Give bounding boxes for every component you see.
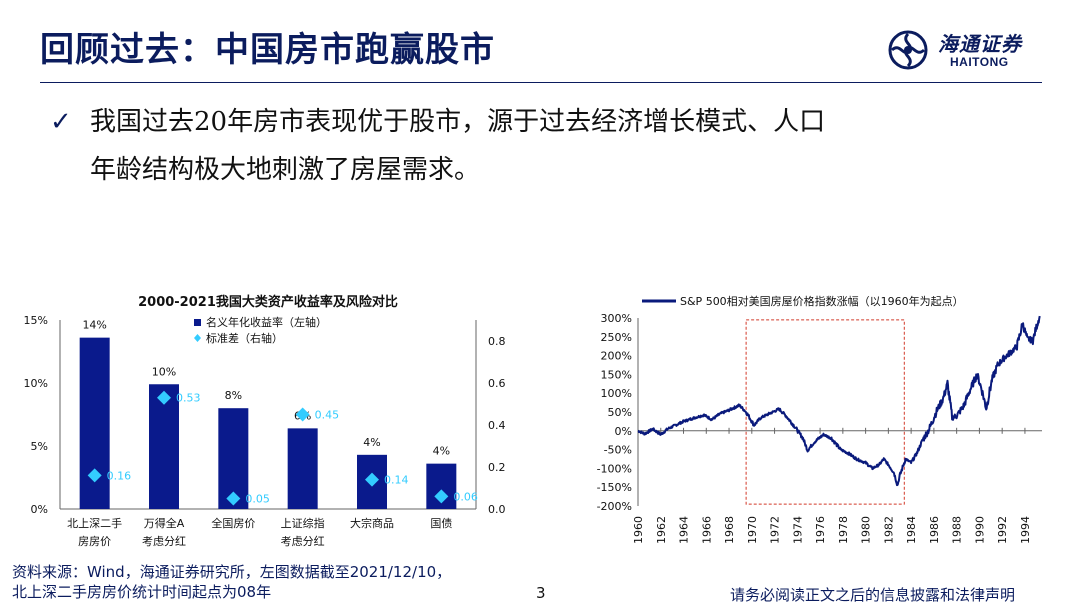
x-category-label: 全国房价	[211, 516, 255, 530]
marker-data-label: 0.06	[453, 490, 478, 503]
haitong-logo-icon	[888, 30, 928, 70]
x-tick-label: 1984	[905, 516, 918, 544]
left-axis-tick-label: 0%	[31, 503, 48, 516]
x-tick-label: 1986	[928, 516, 941, 544]
sp500-vs-housing-chart: S&P 500相对美国房屋价格指数涨幅（以1960年为起点） 300% 250% 20…	[597, 294, 1042, 544]
x-category-label: 大宗商品	[350, 516, 394, 530]
checkmark-icon: ✓	[50, 107, 72, 137]
x-tick-label: 1960	[632, 516, 645, 544]
y-tick-label: 200%	[601, 350, 632, 363]
bullet-text: 我国过去20年房市表现优于股市，源于过去经济增长模式、人口 年龄结构极大地刺激了…	[90, 98, 1040, 194]
left-axis-tick-label: 5%	[31, 440, 48, 453]
legend-bar-swatch	[194, 319, 201, 326]
x-tick-label: 1968	[723, 516, 736, 544]
logo-chinese-name: 海通证券	[938, 32, 1022, 56]
logo-english-name: HAITONG	[950, 55, 1009, 69]
y-tick-label: 250%	[601, 331, 632, 344]
source-line: 资料来源：Wind，海通证券研究所，左图数据截至2021/12/10，	[12, 563, 452, 581]
x-category-label: 万得全A	[144, 516, 185, 530]
marker-data-label: 0.05	[245, 493, 269, 506]
x-tick-label: 1988	[951, 516, 964, 544]
x-tick-label: 1990	[973, 516, 986, 544]
x-tick-label: 1978	[837, 516, 850, 544]
legend-label: 标准差（右轴）	[206, 331, 283, 345]
x-category-label: 国债	[430, 516, 452, 530]
right-axis-tick-label: 0.0	[488, 503, 506, 516]
x-tick-label: 1982	[882, 516, 895, 544]
x-tick-label: 1980	[860, 516, 873, 544]
title-divider	[40, 82, 1042, 83]
haitong-logo: 海通证券 HAITONG	[888, 28, 1048, 74]
bullet-line: 我国过去20年房市表现优于股市，源于过去经济增长模式、人口	[90, 107, 826, 137]
x-tick-label: 1976	[814, 516, 827, 544]
y-tick-label: 300%	[601, 312, 632, 325]
legend-label: S&P 500相对美国房屋价格指数涨幅（以1960年为起点）	[680, 294, 964, 308]
x-category-label: 北上深二手	[67, 516, 122, 530]
diamond-marker	[87, 468, 102, 483]
y-tick-label: -100%	[597, 462, 632, 475]
legend-label: 名义年化收益率（左轴）	[206, 315, 327, 329]
right-axis-tick-label: 0.6	[488, 377, 506, 390]
legend-diamond-swatch	[194, 334, 201, 342]
series-line	[637, 315, 1041, 487]
y-tick-label: -200%	[597, 500, 632, 513]
highlight-box	[745, 319, 905, 505]
x-category-label: 考虑分红	[142, 535, 186, 548]
x-category-label: 房房价	[78, 535, 111, 548]
bar-data-label: 4%	[433, 445, 450, 458]
bar	[287, 428, 318, 509]
slide-title: 回顾过去：中国房市跑赢股市	[40, 30, 495, 70]
marker-data-label: 0.53	[176, 392, 201, 405]
y-tick-label: -50%	[604, 444, 632, 457]
right-axis-tick-label: 0.4	[488, 419, 506, 432]
y-tick-label: 0%	[615, 425, 632, 438]
bar	[149, 384, 179, 509]
x-tick-label: 1994	[1019, 516, 1032, 544]
y-tick-label: -150%	[597, 481, 632, 494]
x-tick-label: 1962	[655, 516, 668, 544]
bullet-line: 年龄结构极大地刺激了房屋需求。	[90, 155, 481, 185]
disclaimer-text: 请务必阅读正文之后的信息披露和法律声明	[730, 586, 1016, 604]
bar	[79, 337, 110, 509]
marker-data-label: 0.16	[107, 469, 131, 482]
x-tick-label: 1964	[678, 516, 691, 544]
diamond-marker	[295, 407, 310, 422]
left-axis-tick-label: 10%	[24, 377, 48, 390]
x-tick-label: 1966	[700, 516, 713, 544]
x-tick-label: 1992	[996, 516, 1009, 544]
x-category-label: 考虑分红	[281, 535, 325, 548]
bar-data-label: 8%	[225, 389, 242, 402]
diamond-marker	[157, 390, 171, 405]
x-category-label: 上证综指	[281, 516, 325, 530]
marker-data-label: 0.14	[384, 474, 409, 487]
x-tick-label: 1970	[746, 516, 759, 544]
bar-data-label: 4%	[363, 436, 380, 449]
source-note: 资料来源：Wind，海通证券研究所，左图数据截至2021/12/10， 北上深二…	[12, 562, 451, 602]
y-tick-label: 150%	[601, 368, 632, 381]
source-line: 北上深二手房房价统计时间起点为08年	[12, 583, 272, 601]
x-tick-label: 1974	[791, 516, 804, 544]
y-tick-label: 50%	[608, 406, 632, 419]
diamond-marker	[365, 472, 379, 487]
chart-title: 2000-2021我国大类资产收益率及风险对比	[138, 294, 398, 310]
left-axis-tick-label: 15%	[24, 314, 48, 327]
page-number: 3	[536, 584, 546, 602]
y-tick-label: 100%	[601, 387, 632, 400]
right-axis-tick-label: 0.8	[488, 335, 506, 348]
bar-data-label: 14%	[82, 319, 106, 332]
marker-data-label: 0.45	[315, 409, 340, 422]
right-axis-tick-label: 0.2	[488, 461, 506, 474]
asset-return-risk-chart: 2000-2021我国大类资产收益率及风险对比 0% 5% 10% 15% 0.0 0.2 0…	[24, 294, 506, 548]
diamond-marker	[226, 491, 241, 506]
x-tick-label: 1972	[769, 516, 782, 544]
bar-data-label: 10%	[152, 365, 176, 378]
diamond-marker	[434, 489, 449, 504]
